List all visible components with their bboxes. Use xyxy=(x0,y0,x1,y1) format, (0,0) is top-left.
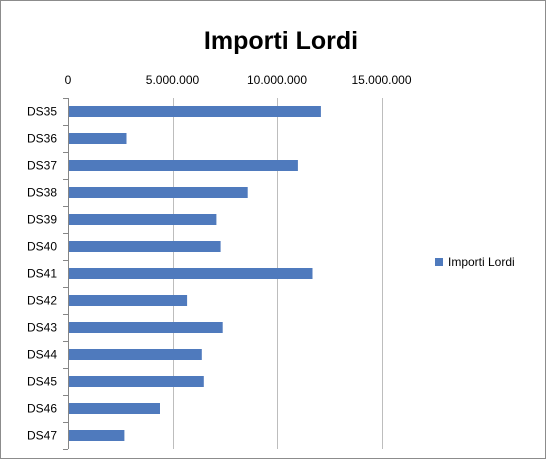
bar-ds38 xyxy=(69,187,248,198)
legend-label: Importi Lordi xyxy=(448,255,515,269)
bar-ds43 xyxy=(69,322,223,333)
bar-ds41 xyxy=(69,268,313,279)
x-tick-label-1: 5.000.000 xyxy=(146,73,200,87)
bar-ds36 xyxy=(69,133,127,144)
category-label-ds46: DS46 xyxy=(27,402,57,416)
category-label-ds40: DS40 xyxy=(27,240,57,254)
bar-ds47 xyxy=(69,430,125,441)
category-label-ds41: DS41 xyxy=(27,267,57,281)
category-label-ds45: DS45 xyxy=(27,375,57,389)
legend-key xyxy=(435,258,443,266)
x-tick-label-3: 15.000.000 xyxy=(351,73,411,87)
bar-ds42 xyxy=(69,295,188,306)
category-label-ds42: DS42 xyxy=(27,294,57,308)
category-label-ds36: DS36 xyxy=(27,132,57,146)
x-tick-label-2: 10.000.000 xyxy=(247,73,307,87)
category-label-ds38: DS38 xyxy=(27,186,57,200)
bar-ds37 xyxy=(69,160,298,171)
bar-ds45 xyxy=(69,376,204,387)
category-label-ds37: DS37 xyxy=(27,159,57,173)
bar-ds46 xyxy=(69,403,160,414)
category-label-ds44: DS44 xyxy=(27,348,57,362)
legend: Importi Lordi xyxy=(435,255,515,269)
category-label-ds43: DS43 xyxy=(27,321,57,335)
category-label-ds47: DS47 xyxy=(27,429,57,443)
bar-ds35 xyxy=(69,106,321,117)
category-label-ds35: DS35 xyxy=(27,105,57,119)
bar-ds39 xyxy=(69,214,217,225)
x-tick-label-0: 0 xyxy=(65,73,72,87)
bar-ds44 xyxy=(69,349,202,360)
bar-ds40 xyxy=(69,241,221,252)
category-label-ds39: DS39 xyxy=(27,213,57,227)
chart-title: Importi Lordi xyxy=(203,27,359,55)
